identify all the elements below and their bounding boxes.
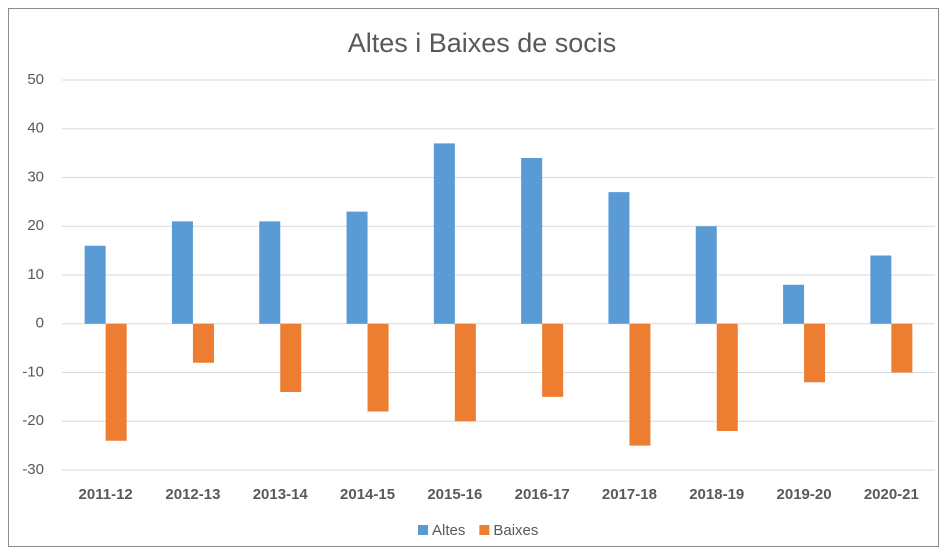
bar <box>346 211 368 324</box>
bar <box>105 323 127 441</box>
y-tick-label: 50 <box>27 71 44 88</box>
y-tick-label: 30 <box>27 168 44 185</box>
y-tick-label: 10 <box>27 266 44 283</box>
y-tick-label: -10 <box>22 363 44 380</box>
x-tick-label: 2020-21 <box>864 486 919 503</box>
x-tick-label: 2014-15 <box>340 486 395 503</box>
bar <box>367 323 389 412</box>
chart-frame <box>8 8 939 547</box>
bar <box>454 323 476 422</box>
y-tick-label: -30 <box>22 461 44 478</box>
bar <box>870 255 892 324</box>
legend-swatch <box>479 525 490 535</box>
x-tick-label: 2017-18 <box>602 486 657 503</box>
bar <box>192 323 214 363</box>
bar <box>280 323 302 392</box>
y-tick-label: 40 <box>27 120 44 137</box>
bar <box>433 143 455 324</box>
bar <box>629 323 651 446</box>
x-tick-label: 2019-20 <box>777 486 832 503</box>
bar <box>259 221 281 324</box>
bar <box>608 192 630 324</box>
y-tick-label: 0 <box>36 315 44 332</box>
x-tick-label: 2016-17 <box>515 486 570 503</box>
bar <box>804 323 826 383</box>
y-tick-label: -20 <box>22 412 44 429</box>
chart-title: Altes i Baixes de socis <box>348 28 617 58</box>
x-tick-label: 2015-16 <box>427 486 482 503</box>
x-tick-label: 2018-19 <box>689 486 744 503</box>
legend-label: Baixes <box>493 522 538 539</box>
y-tick-label: 20 <box>27 217 44 234</box>
bar <box>891 323 913 373</box>
legend-label: Altes <box>432 522 465 539</box>
bar <box>171 221 193 324</box>
bar <box>521 158 543 324</box>
bar <box>783 284 805 324</box>
bar <box>84 245 106 324</box>
bar <box>695 226 717 324</box>
x-tick-label: 2011-12 <box>79 486 133 503</box>
bar <box>542 323 564 397</box>
bar <box>716 323 738 431</box>
x-tick-label: 2013-14 <box>253 486 309 503</box>
legend-swatch <box>418 525 428 535</box>
x-tick-label: 2012-13 <box>165 486 220 503</box>
